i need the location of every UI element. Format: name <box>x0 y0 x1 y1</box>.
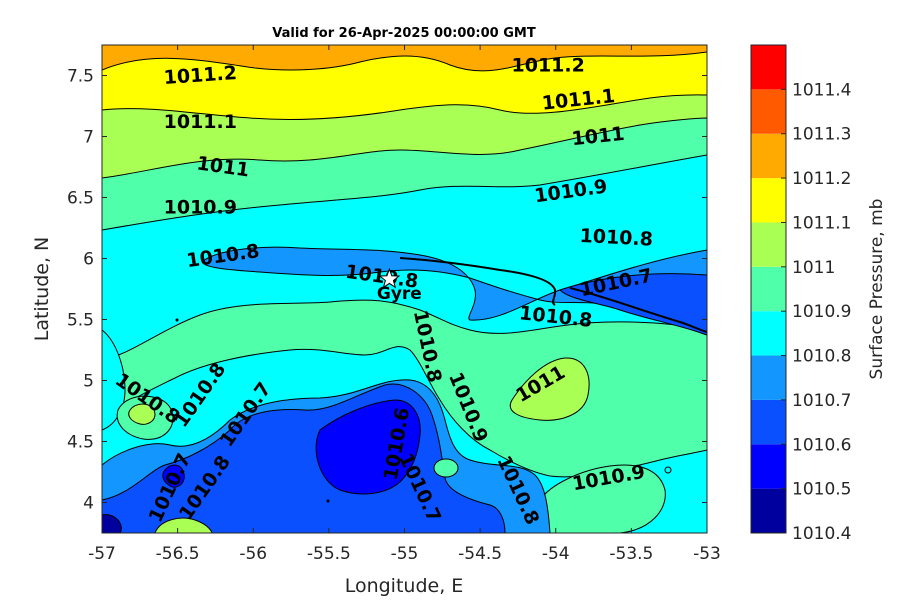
contour-label: 1011.2 <box>163 62 238 89</box>
y-tick-label: 6 <box>83 250 94 270</box>
colorbar-tick-label: 1011.3 <box>792 125 851 145</box>
y-axis-label: Latitude, N <box>31 237 53 342</box>
contour-label: 1011.1 <box>164 111 237 133</box>
colorbar-segment <box>751 399 786 445</box>
chart-title: Valid for 26-Apr-2025 00:00:00 GMT <box>272 26 536 41</box>
contour-label: 1010.9 <box>164 196 237 218</box>
small-contour <box>433 458 459 478</box>
x-tick-label: -53.5 <box>609 544 653 564</box>
colorbar-tick-label: 1010.9 <box>792 302 851 322</box>
colorbar-tick-label: 1010.7 <box>792 391 851 411</box>
colorbar-segment <box>751 222 786 267</box>
y-tick-label: 5.5 <box>67 311 94 331</box>
colorbar-segment <box>751 355 786 400</box>
colorbar-tick-label: 1010.5 <box>792 480 851 500</box>
colorbar-segment <box>751 488 786 533</box>
colorbar-tick-label: 1010.4 <box>792 524 851 544</box>
band-1011-blob <box>128 403 156 425</box>
band-1010-8-patch-left <box>102 329 126 431</box>
band-1010-7-upper <box>201 246 707 336</box>
contour-label: 1011 <box>571 123 626 150</box>
colorbar-tick-label: 1011 <box>792 258 835 278</box>
band-1010-8-bottom <box>154 517 213 533</box>
y-axis: 4 4.5 5 5.5 6 6.5 7 7.5 <box>67 67 707 514</box>
colorbar: 1010.4 1010.5 1010.6 1010.7 1010.8 1010.9 1011… <box>750 44 851 544</box>
colorbar-label: Surface Pressure, mb <box>867 199 887 380</box>
colorbar-segment <box>751 89 786 134</box>
colorbar-segment <box>751 266 786 312</box>
y-tick-label: 4 <box>83 494 94 514</box>
band-1010-4-corner <box>102 514 122 533</box>
plot-area <box>102 45 707 533</box>
colorbar-segment <box>751 444 786 489</box>
x-tick-label: -54 <box>542 544 570 564</box>
colorbar-segment <box>751 311 786 356</box>
x-tick-label: -55.5 <box>307 544 351 564</box>
band-1010-5-small <box>162 464 185 488</box>
x-axis: -57 -56.5 -56 -55.5 -55 -54.5 -54 -53.5 -53 <box>88 45 721 564</box>
colorbar-tick-label: 1010.6 <box>792 435 851 455</box>
x-tick-label: -56 <box>239 544 267 564</box>
y-tick-label: 7 <box>83 128 94 148</box>
x-tick-label: -57 <box>88 544 116 564</box>
colorbar-segment <box>751 133 786 179</box>
colorbar-segment <box>751 45 786 90</box>
y-tick-label: 5 <box>83 372 94 392</box>
colorbar-tick-label: 1011.1 <box>792 213 851 233</box>
small-dot <box>326 499 330 503</box>
colorbar-tick-label: 1011.2 <box>792 169 851 189</box>
y-tick-label: 6.5 <box>67 189 94 209</box>
contour-label: 1011.2 <box>512 55 585 77</box>
coastline <box>399 257 707 333</box>
x-tick-label: -53 <box>693 544 721 564</box>
colorbar-tick-label: 1010.8 <box>792 347 851 367</box>
small-contour <box>664 466 672 474</box>
y-tick-label: 7.5 <box>67 67 94 87</box>
x-tick-label: -55 <box>391 544 419 564</box>
colorbar-segment <box>751 178 786 223</box>
x-axis-label: Longitude, E <box>345 575 464 597</box>
band-1010-5 <box>315 399 421 495</box>
small-dot <box>175 318 179 322</box>
colorbar-tick-label: 1011.4 <box>792 80 851 100</box>
marker-label: Gyre <box>377 284 422 304</box>
band-1011-patch <box>509 357 590 421</box>
x-tick-label: -56.5 <box>156 544 200 564</box>
colorbar-frame <box>750 44 787 534</box>
x-tick-label: -54.5 <box>458 544 502 564</box>
markers: Gyre <box>377 267 422 304</box>
contour-label: 1010.8 <box>579 225 653 251</box>
y-tick-label: 4.5 <box>67 433 94 453</box>
star-marker <box>378 267 401 289</box>
